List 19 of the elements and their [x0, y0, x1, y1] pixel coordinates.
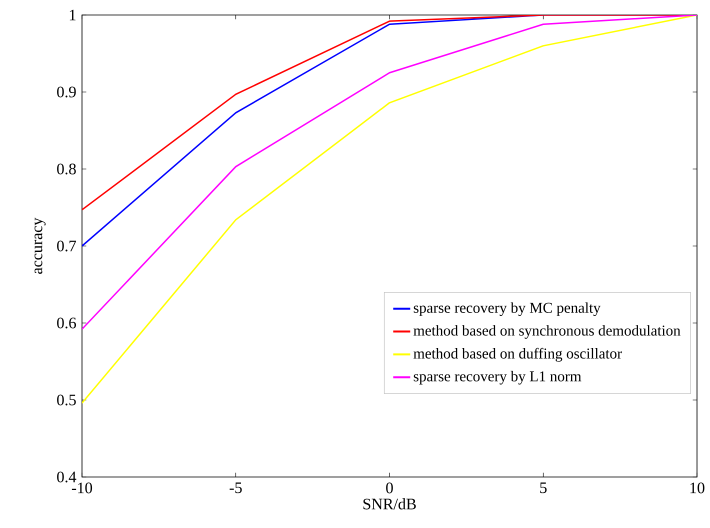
y-tick-label: 0.6	[57, 318, 76, 328]
legend-label: method based on synchronous demodulation	[414, 325, 680, 339]
y-tick-label: 0.7	[57, 240, 76, 252]
x-tick-label: 10	[690, 482, 704, 494]
y-axis-title: accuracy	[34, 218, 46, 274]
y-tick-label: 0.9	[57, 86, 76, 98]
line-series	[82, 15, 698, 404]
y-tick-label: 0.8	[57, 164, 76, 174]
y-tick-label: 0.4	[57, 472, 76, 482]
x-tick-label: -10	[72, 482, 92, 494]
y-tick-label: 0.5	[57, 394, 76, 406]
x-tick-label: -5	[230, 482, 242, 494]
y-tick-label: 1	[70, 10, 76, 20]
x-tick-label: 5	[540, 482, 547, 494]
x-tick-label: 0	[386, 482, 393, 494]
legend-label: sparse recovery by L1 norm	[414, 370, 582, 384]
legend-label: sparse recovery by MC penalty	[414, 302, 601, 316]
legend-label: method based on duffing oscillator	[414, 348, 622, 362]
x-axis-title: SNR/dB	[363, 498, 416, 510]
